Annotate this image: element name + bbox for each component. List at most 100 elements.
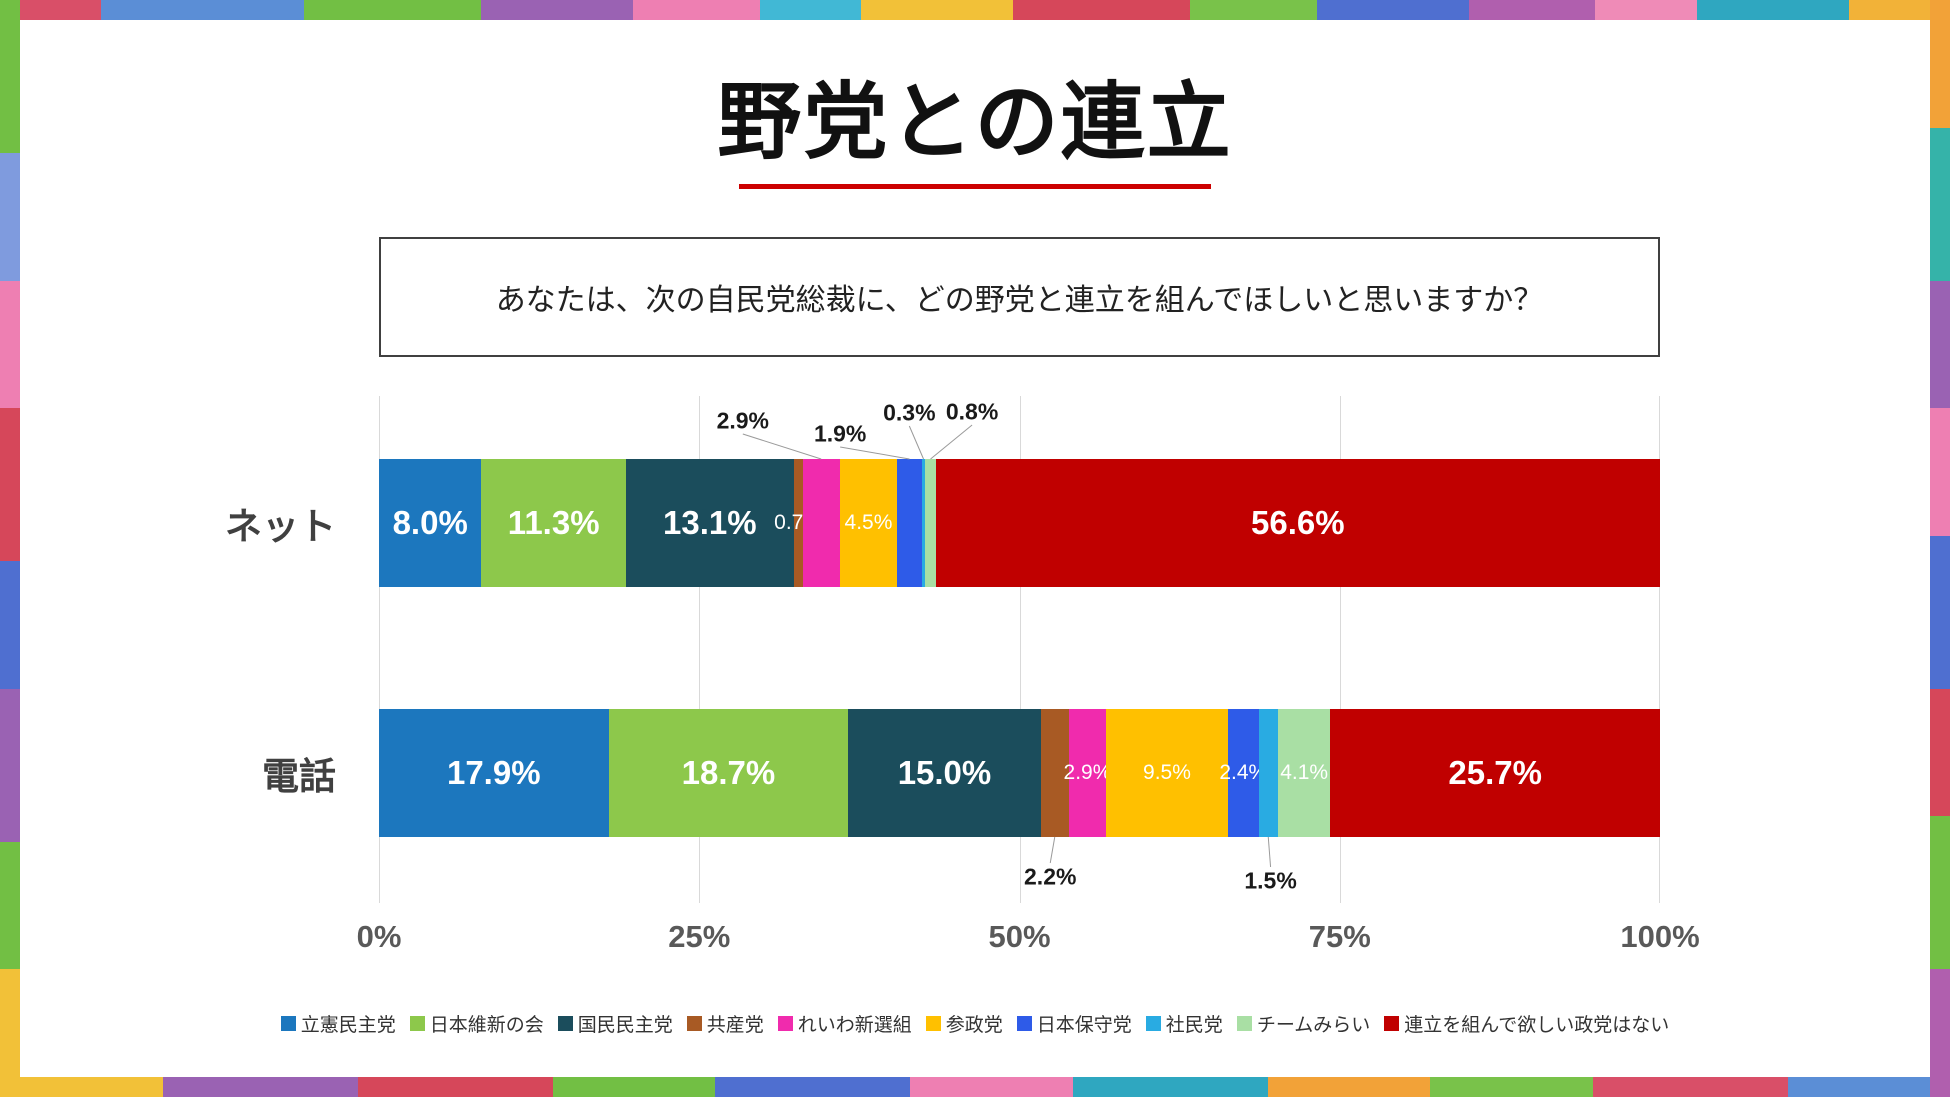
- border-segment: [910, 1077, 1073, 1097]
- bar-segment-連立を組んで欲しい政党はない: 25.7%: [1330, 709, 1660, 838]
- gridline: [1659, 396, 1660, 904]
- bar-segment-日本維新の会: 11.3%: [481, 459, 626, 588]
- legend-item: 連立を組んで欲しい政党はない: [1384, 1010, 1669, 1037]
- legend-swatch: [925, 1016, 941, 1032]
- bar-電話: 17.9% 18.7% 15.0% 2.9% 9.5% 2.4% 4.1% 25.7%: [379, 709, 1660, 838]
- border-segment: [481, 0, 634, 20]
- callout-label: 2.9%: [716, 407, 770, 434]
- bar-segment-れいわ新選組: 2.9%: [1064, 709, 1111, 838]
- border-segment: [1930, 0, 1950, 128]
- border-segment: [0, 0, 102, 20]
- stacked-bar-chart: 8.0% 11.3% 13.1% 0.7% 4.5% 56.6% 2.9% 1.9% 0.3% 0…: [225, 396, 1700, 986]
- segment-label: 56.6%: [1251, 504, 1345, 542]
- bar-segment-立憲民主党: 17.9%: [379, 709, 609, 838]
- border-segment: [1430, 1077, 1593, 1097]
- legend-label: 日本維新の会: [429, 1015, 544, 1037]
- border-segment: [1930, 280, 1950, 409]
- legend-swatch: [1384, 1016, 1400, 1032]
- border-segment: [1072, 1077, 1268, 1097]
- leader-line: [1049, 837, 1056, 864]
- legend-swatch: [409, 1016, 425, 1032]
- border-segment: [1595, 0, 1697, 20]
- leader-line: [930, 425, 973, 460]
- border-segment: [1468, 0, 1596, 20]
- segment-label: 15.0%: [897, 754, 992, 792]
- gridline: [1019, 396, 1021, 904]
- border-segment: [0, 688, 20, 842]
- border-segment: [1930, 969, 1950, 1097]
- gridline: [699, 396, 701, 904]
- segment-label: 2.4%: [1219, 761, 1268, 785]
- leader-line: [908, 426, 924, 460]
- leader-line: [1267, 837, 1272, 868]
- slide-content: 野党との連立 あなたは、次の自民党総裁に、どの野党と連立を組んでほしいと思います…: [20, 20, 1930, 1077]
- border-segment: [1930, 688, 1950, 817]
- segment-label: 9.5%: [1143, 761, 1191, 785]
- bar-segment-連立を組んで欲しい政党はない: 56.6%: [935, 459, 1660, 588]
- legend-label: 連立を組んで欲しい政党はない: [1404, 1015, 1670, 1037]
- border-segment: [0, 0, 20, 154]
- decorative-border-top: [0, 0, 1950, 20]
- legend-item: 立憲民主党: [280, 1010, 396, 1037]
- border-segment: [0, 1077, 163, 1097]
- chart-legend: 立憲民主党 日本維新の会 国民民主党 共産党 れいわ新選組 参政党 日本保守党 社民党 チームみ…: [20, 1010, 1930, 1037]
- border-segment: [1592, 1077, 1788, 1097]
- border-segment: [0, 561, 20, 689]
- decorative-border-left: [0, 0, 20, 1097]
- bar-segment-社民党: [1258, 709, 1278, 838]
- page-title: 野党との連立: [717, 75, 1233, 169]
- border-segment: [0, 841, 20, 970]
- bar-segment-参政党: 9.5%: [1106, 709, 1228, 838]
- legend-swatch: [777, 1016, 793, 1032]
- bar-segment-共産党: 0.7%: [774, 459, 822, 588]
- bar-segment-立憲民主党: 8.0%: [379, 459, 482, 588]
- question-text: あなたは、次の自民党総裁に、どの野党と連立を組んでほしいと思いますか？: [495, 284, 1544, 318]
- gridline: [1339, 396, 1341, 904]
- bar-segment-日本維新の会: 18.7%: [608, 709, 849, 838]
- legend-label: 参政党: [945, 1015, 1003, 1037]
- legend-swatch: [1236, 1016, 1252, 1032]
- border-segment: [1930, 535, 1950, 689]
- legend-label: れいわ新選組: [797, 1015, 912, 1037]
- segment-label: 17.9%: [446, 754, 541, 792]
- callout-label: 1.5%: [1244, 867, 1297, 894]
- x-tick-label: 50%: [988, 919, 1051, 955]
- legend-label: 日本保守党: [1036, 1015, 1132, 1037]
- decorative-border-bottom: [0, 1077, 1950, 1097]
- category-label-電話: 電話: [262, 756, 336, 798]
- plot-area: 8.0% 11.3% 13.1% 0.7% 4.5% 56.6% 2.9% 1.9% 0.3% 0…: [379, 396, 1660, 904]
- bar-ネット: 8.0% 11.3% 13.1% 0.7% 4.5% 56.6%: [379, 459, 1660, 588]
- segment-label: 4.5%: [844, 511, 893, 535]
- title-underline: [739, 184, 1211, 190]
- decorative-border-right: [1930, 0, 1950, 1097]
- x-tick-label: 25%: [668, 919, 731, 955]
- legend-item: 日本維新の会: [409, 1010, 544, 1037]
- border-segment: [1012, 0, 1191, 20]
- category-label-ネット: ネット: [225, 506, 336, 548]
- border-segment: [162, 1077, 358, 1097]
- gridline: [379, 396, 380, 904]
- legend-item: 社民党: [1145, 1010, 1223, 1037]
- legend-item: チームみらい: [1236, 1010, 1371, 1037]
- segment-label: 25.7%: [1448, 754, 1542, 792]
- x-tick-label: 75%: [1308, 919, 1371, 955]
- bar-segment-れいわ新選組: [802, 459, 840, 588]
- legend-label: 国民民主党: [577, 1015, 673, 1037]
- border-segment: [1267, 1077, 1430, 1097]
- border-segment: [759, 0, 862, 20]
- leader-line: [840, 446, 910, 460]
- segment-label: 4.1%: [1280, 761, 1329, 785]
- border-segment: [0, 280, 20, 409]
- border-segment: [715, 1077, 910, 1097]
- bar-segment-チームみらい: [925, 459, 936, 588]
- border-segment: [1930, 816, 1950, 970]
- legend-label: チームみらい: [1256, 1015, 1371, 1037]
- segment-label: 2.9%: [1063, 761, 1112, 785]
- segment-label: 18.7%: [681, 754, 776, 792]
- border-segment: [0, 153, 20, 281]
- legend-item: 日本保守党: [1016, 1010, 1132, 1037]
- legend-swatch: [686, 1016, 702, 1032]
- border-segment: [357, 1077, 553, 1097]
- bar-segment-チームみらい: 4.1%: [1277, 709, 1331, 838]
